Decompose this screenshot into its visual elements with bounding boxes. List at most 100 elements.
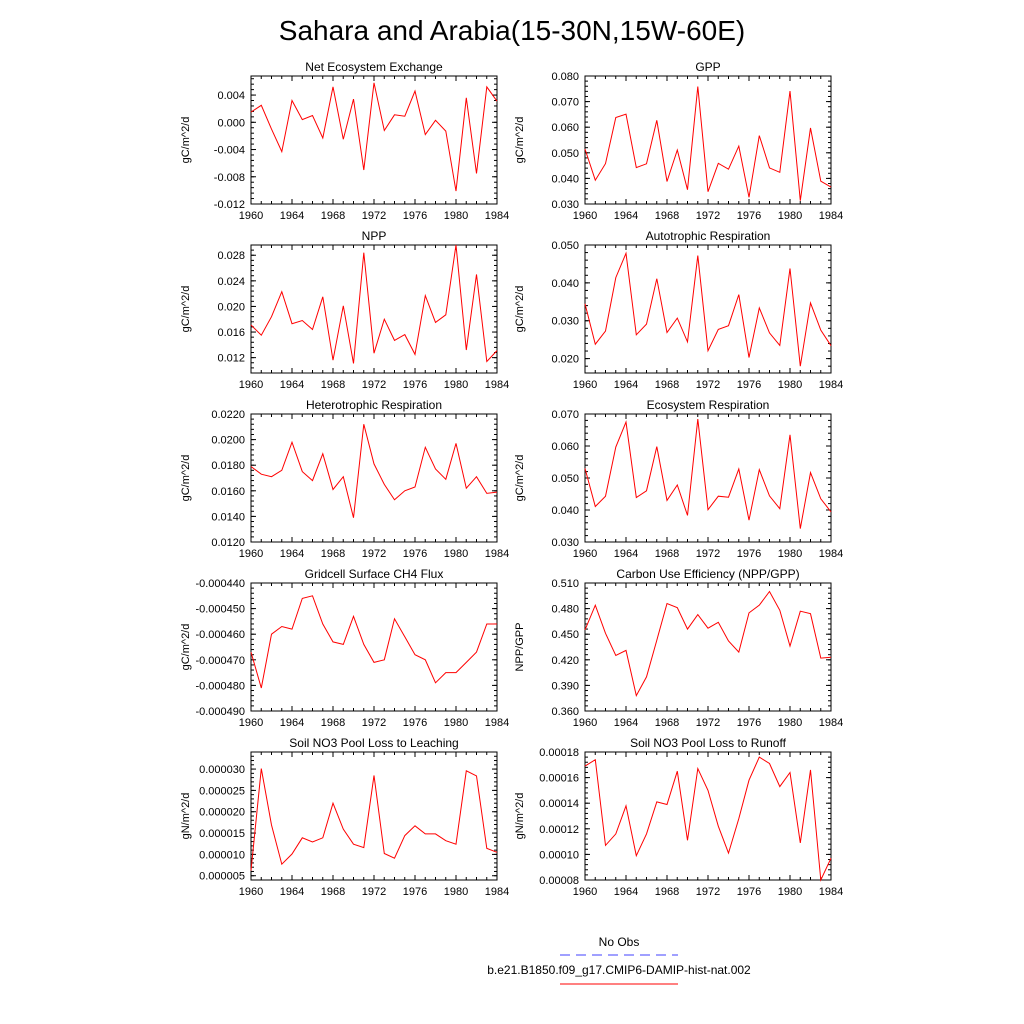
- panel-title: Soil NO3 Pool Loss to Runoff: [630, 736, 787, 750]
- y-tick-label: 0.060: [551, 122, 579, 134]
- y-tick-label: -0.000470: [195, 655, 245, 667]
- y-tick-label: 0.080: [551, 71, 579, 83]
- chart-panel: Soil NO3 Pool Loss to Leaching gN/m^2/d 19…: [180, 736, 509, 898]
- x-tick-label: 1972: [696, 717, 720, 729]
- y-tick-label: 0.00016: [539, 773, 579, 785]
- chart-panel: Net Ecosystem Exchange gC/m^2/d 1960 1964 19…: [180, 60, 509, 222]
- x-tick-label: 1980: [444, 210, 468, 222]
- x-tick-label: 1968: [321, 717, 345, 729]
- x-tick-label: 1976: [403, 886, 427, 898]
- panel-title: Heterotrophic Respiration: [306, 398, 442, 412]
- y-tick-label: 0.00012: [539, 824, 579, 836]
- series-line: [584, 590, 832, 697]
- y-axis-label: gC/m^2/d: [514, 455, 526, 502]
- y-axis-label: gC/m^2/d: [514, 117, 526, 164]
- y-tick-label: 0.004: [217, 90, 245, 102]
- y-tick-label: 0.0160: [211, 486, 245, 498]
- x-tick-label: 1964: [280, 379, 304, 391]
- x-tick-label: 1980: [444, 379, 468, 391]
- y-tick-label: 0.040: [551, 173, 579, 185]
- x-tick-label: 1960: [239, 210, 263, 222]
- series-line: [584, 251, 832, 367]
- x-tick-label: 1972: [362, 886, 386, 898]
- y-tick-label: 0.00014: [539, 798, 579, 810]
- series-line: [584, 419, 832, 529]
- series-line: [584, 756, 832, 882]
- panel-grid: Net Ecosystem Exchange gC/m^2/d 1960 1964 19…: [180, 60, 843, 898]
- x-tick-label: 1960: [239, 379, 263, 391]
- y-tick-label: 0.016: [217, 327, 245, 339]
- x-tick-label: 1960: [573, 886, 597, 898]
- x-tick-label: 1972: [362, 210, 386, 222]
- x-tick-label: 1984: [819, 210, 843, 222]
- x-tick-label: 1984: [819, 548, 843, 560]
- y-axis-label: gC/m^2/d: [180, 455, 192, 502]
- y-tick-label: 0.0140: [211, 511, 245, 523]
- x-tick-label: 1980: [778, 210, 802, 222]
- chart-panel: Autotrophic Respiration gC/m^2/d 1960 1964 1…: [514, 229, 843, 391]
- x-tick-label: 1964: [280, 717, 304, 729]
- x-tick-label: 1976: [737, 379, 761, 391]
- x-tick-label: 1960: [573, 717, 597, 729]
- x-tick-label: 1984: [485, 210, 509, 222]
- chart-panel: NPP gC/m^2/d 1960 1964 1968 1972 1976 1980 1984 0…: [180, 229, 509, 391]
- x-tick-label: 1968: [655, 886, 679, 898]
- y-tick-label: 0.030: [551, 199, 579, 211]
- y-tick-label: 0.450: [551, 629, 579, 641]
- y-tick-label: 0.030: [551, 316, 579, 328]
- y-tick-label: 0.060: [551, 441, 579, 453]
- chart-panel: Heterotrophic Respiration gC/m^2/d 1960 196…: [180, 398, 509, 560]
- y-tick-label: 0.00018: [539, 747, 579, 759]
- panel-title: Autotrophic Respiration: [646, 229, 771, 243]
- y-tick-label: -0.004: [214, 145, 245, 157]
- x-tick-label: 1964: [614, 548, 638, 560]
- x-tick-label: 1960: [573, 210, 597, 222]
- x-tick-label: 1960: [239, 548, 263, 560]
- y-axis-label: gC/m^2/d: [180, 117, 192, 164]
- series-line: [250, 244, 498, 364]
- series-line: [584, 86, 832, 201]
- x-tick-label: 1968: [321, 886, 345, 898]
- panel-title: Ecosystem Respiration: [647, 398, 770, 412]
- panel-title: GPP: [695, 60, 720, 74]
- panel-title: Carbon Use Efficiency (NPP/GPP): [616, 567, 799, 581]
- y-tick-label: 0.070: [551, 409, 579, 421]
- y-tick-label: 0.0180: [211, 460, 245, 472]
- y-tick-label: 0.030: [551, 537, 579, 549]
- y-tick-label: 0.420: [551, 655, 579, 667]
- x-tick-label: 1960: [573, 379, 597, 391]
- x-tick-label: 1984: [485, 717, 509, 729]
- y-tick-label: 0.040: [551, 505, 579, 517]
- x-tick-label: 1976: [403, 717, 427, 729]
- x-tick-label: 1976: [737, 548, 761, 560]
- x-tick-label: 1972: [362, 548, 386, 560]
- y-tick-label: 0.070: [551, 97, 579, 109]
- x-tick-label: 1968: [655, 210, 679, 222]
- y-tick-label: -0.000490: [195, 706, 245, 718]
- y-tick-label: 0.000030: [199, 764, 245, 776]
- y-tick-label: 0.390: [551, 680, 579, 692]
- x-tick-label: 1984: [819, 717, 843, 729]
- x-tick-label: 1964: [280, 548, 304, 560]
- x-tick-label: 1976: [737, 210, 761, 222]
- x-tick-label: 1972: [696, 886, 720, 898]
- x-tick-label: 1960: [239, 717, 263, 729]
- chart-panel: Ecosystem Respiration gC/m^2/d 1960 1964 196…: [514, 398, 843, 560]
- x-tick-label: 1980: [444, 886, 468, 898]
- legend: No Obs b.e21.B1850.f09_g17.CMIP6-DAMIP-h…: [487, 935, 751, 985]
- plot-frame: [250, 582, 498, 712]
- series-line: [250, 768, 498, 871]
- y-tick-label: 0.020: [551, 354, 579, 366]
- y-tick-label: 0.0120: [211, 537, 245, 549]
- page-title: Sahara and Arabia(15-30N,15W-60E): [279, 15, 745, 46]
- y-tick-label: 0.024: [217, 276, 245, 288]
- x-tick-label: 1968: [321, 210, 345, 222]
- plot-frame: [584, 582, 832, 712]
- x-tick-label: 1968: [321, 379, 345, 391]
- x-tick-label: 1968: [321, 548, 345, 560]
- y-tick-label: -0.000480: [195, 680, 245, 692]
- x-tick-label: 1976: [403, 379, 427, 391]
- y-tick-label: 0.510: [551, 578, 579, 590]
- y-tick-label: 0.480: [551, 604, 579, 616]
- plot-frame: [250, 413, 498, 543]
